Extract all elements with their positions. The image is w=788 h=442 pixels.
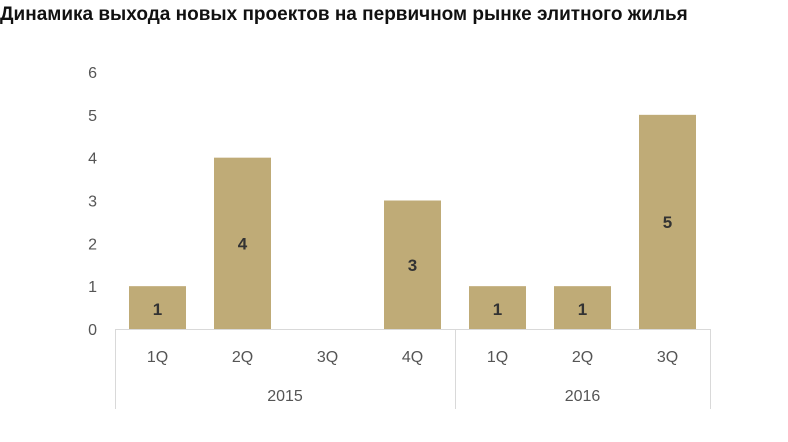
year-group-label: 2015 [267,388,303,405]
y-tick-label: 6 [88,65,97,82]
y-axis-ticks: 0 1 2 3 4 5 6 [88,65,97,339]
data-label: 5 [663,213,672,232]
bar [469,286,526,329]
data-label: 4 [238,234,248,253]
year-group-label: 2016 [565,388,601,405]
bar [639,114,696,329]
y-tick-label: 1 [88,279,97,296]
data-labels: 1 4 3 1 1 5 [153,213,672,319]
bar [214,157,271,329]
chart-title: Динамика выхода новых проектов на первич… [0,4,688,25]
bars [129,114,696,329]
x-tick-label: 3Q [317,349,338,366]
bar [384,200,441,329]
bar [554,286,611,329]
data-label: 1 [493,300,502,319]
y-tick-label: 4 [88,151,97,168]
x-tick-label: 1Q [487,349,508,366]
data-label: 1 [153,300,162,319]
x-tick-label: 4Q [402,349,423,366]
y-tick-label: 3 [88,194,97,211]
x-tick-label: 3Q [657,349,678,366]
y-tick-label: 5 [88,108,97,125]
x-tick-label: 2Q [232,349,253,366]
x-tick-label: 2Q [572,349,593,366]
y-tick-label: 0 [88,322,97,339]
data-label: 3 [408,256,417,275]
bar [129,286,186,329]
x-axis: 1Q 2Q 3Q 4Q 2015 1Q 2Q 3Q 2016 [115,329,711,409]
y-tick-label: 2 [88,236,97,253]
x-tick-label: 1Q [147,349,168,366]
data-label: 1 [578,300,587,319]
